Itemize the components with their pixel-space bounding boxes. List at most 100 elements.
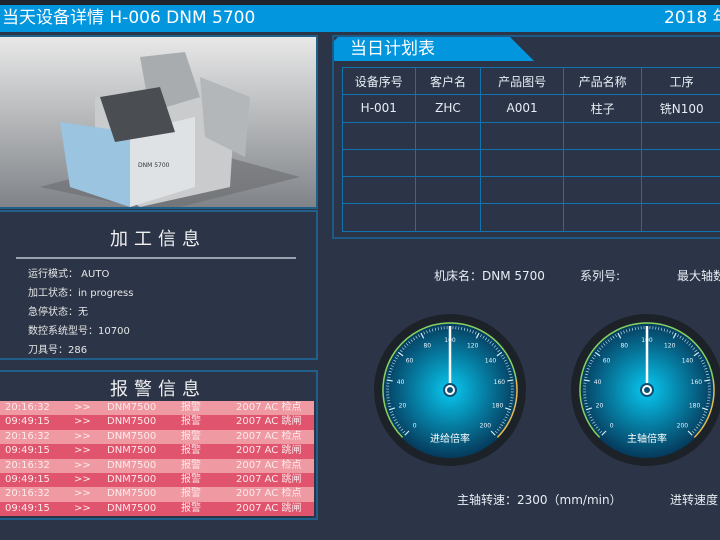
table-cell bbox=[562, 148, 643, 178]
gauge-tick bbox=[388, 370, 392, 373]
info-item: 刀具号：286 bbox=[28, 341, 316, 360]
gauge-tick bbox=[423, 331, 426, 335]
table-cell bbox=[480, 203, 564, 232]
gauge-tick bbox=[583, 400, 587, 402]
gauge-tick bbox=[587, 365, 591, 367]
gauge-tick bbox=[490, 430, 496, 436]
gauge-tick bbox=[466, 328, 469, 332]
gauge-tick-label: 160 bbox=[691, 379, 703, 386]
gauge-tick bbox=[589, 416, 593, 419]
gauge-tick bbox=[482, 335, 485, 339]
gauge-tick-label: 200 bbox=[677, 422, 689, 429]
gauge-tick-label: 140 bbox=[485, 358, 497, 365]
alarm-row[interactable]: 20:16:32 >> DNM7500 报警 2007 AC 检点 bbox=[0, 458, 314, 473]
gauge-tick bbox=[398, 426, 402, 429]
gauge-tick bbox=[437, 327, 439, 331]
alarm-machine: DNM7500 bbox=[107, 502, 157, 514]
alarm-type: 报警 bbox=[181, 416, 201, 428]
gauge-tick bbox=[388, 407, 396, 411]
table-cell bbox=[342, 203, 416, 232]
alarm-row[interactable]: 09:49:15 >> DNM7500 报警 2007 AC 跳闸 bbox=[0, 415, 314, 430]
gauge-tick bbox=[669, 330, 671, 334]
gauge-tick bbox=[595, 426, 599, 429]
daily-plan-panel: 当日计划表 设备序号 客户名 产品图号 产品名称 工序 H-001 ZHC A001 柱子 铣N1… bbox=[332, 35, 720, 239]
gauge-tick bbox=[391, 362, 395, 365]
gauge-tick bbox=[495, 347, 499, 350]
gauge-tick bbox=[585, 370, 589, 373]
alarm-machine: DNM7500 bbox=[107, 430, 157, 442]
alarm-arrow: >> bbox=[74, 445, 91, 457]
alarm-row[interactable]: 09:49:15 >> DNM7500 报警 2007 AC 跳闸 bbox=[0, 501, 314, 517]
gauge-tick-label: 20 bbox=[399, 402, 407, 409]
table-row[interactable]: H-001 ZHC A001 柱子 铣N100 bbox=[342, 94, 720, 123]
gauge-tick bbox=[601, 430, 607, 436]
gauge-tick-label: 140 bbox=[682, 358, 694, 365]
alarm-detail: 2007 AC 检点 bbox=[236, 488, 302, 500]
table-header-row: 设备序号 客户名 产品图号 产品名称 工序 bbox=[342, 66, 720, 96]
gauge-tick bbox=[487, 339, 490, 342]
alarm-row[interactable]: 20:16:32 >> DNM7500 报警 2007 AC 检点 bbox=[0, 401, 314, 416]
gauge-tick bbox=[509, 376, 513, 378]
column-header: 工序 bbox=[641, 66, 720, 96]
gauge-tick bbox=[584, 373, 588, 376]
gauge-tick bbox=[592, 421, 596, 424]
alarm-row[interactable]: 20:16:32 >> DNM7500 报警 2007 AC 检点 bbox=[0, 429, 314, 445]
alarm-row[interactable]: 20:16:32 >> DNM7500 报警 2007 AC 检点 bbox=[0, 487, 314, 502]
gauge-tick bbox=[474, 331, 477, 335]
gauge-tick bbox=[503, 359, 507, 362]
info-value: 无 bbox=[78, 307, 88, 318]
daily-plan-title: 当日计划表 bbox=[334, 37, 534, 61]
table-row[interactable] bbox=[342, 176, 720, 205]
alarm-row[interactable]: 09:49:15 >> DNM7500 报警 2007 AC 跳闸 bbox=[0, 472, 314, 488]
gauge-tick bbox=[401, 347, 405, 350]
table-cell: 柱子 bbox=[562, 94, 643, 123]
gauge-tick bbox=[504, 407, 512, 411]
gauge-tick bbox=[699, 357, 703, 360]
alarm-type: 报警 bbox=[181, 445, 201, 457]
gauge-tick bbox=[496, 428, 500, 432]
table-cell bbox=[641, 148, 720, 178]
gauge-tick bbox=[587, 411, 591, 413]
gauge-tick bbox=[387, 376, 391, 378]
gauge-label: 主轴倍率 bbox=[627, 432, 667, 445]
alarm-time: 20:16:32 bbox=[5, 402, 50, 413]
alarm-arrow: >> bbox=[74, 416, 91, 428]
plan-table: 设备序号 客户名 产品图号 产品名称 工序 H-001 ZHC A001 柱子 铣N100 bbox=[342, 66, 720, 232]
gauge-tick-label: 60 bbox=[603, 358, 611, 365]
table-row[interactable] bbox=[342, 148, 720, 178]
alarm-detail: 2007 AC 跳闸 bbox=[236, 473, 302, 485]
gauge-tick bbox=[706, 376, 710, 378]
alarm-row[interactable]: 09:49:15 >> DNM7500 报警 2007 AC 跳闸 bbox=[0, 444, 314, 459]
gauge-tick bbox=[491, 343, 495, 346]
gauge-tick bbox=[405, 343, 409, 346]
gauge-tick bbox=[388, 405, 392, 408]
info-label: 数控系统型号： bbox=[28, 326, 98, 337]
info-item: 数控系统型号：10700 bbox=[28, 322, 316, 341]
gauge-tick bbox=[679, 335, 682, 339]
table-row[interactable] bbox=[342, 121, 720, 150]
gauge-tick-label: 80 bbox=[423, 342, 431, 349]
gauge-arc bbox=[579, 322, 714, 438]
gauge-tick bbox=[400, 428, 404, 432]
processing-info-title: 加工信息 bbox=[110, 229, 206, 250]
table-cell bbox=[641, 121, 720, 150]
gauge-tick bbox=[402, 430, 406, 434]
gauge-tick bbox=[599, 430, 603, 434]
column-header: 产品名称 bbox=[562, 66, 643, 96]
gauge-tick bbox=[415, 335, 418, 339]
alarm-arrow: >> bbox=[74, 459, 91, 471]
gauge-tick-label: 200 bbox=[480, 422, 492, 429]
gauge-tick bbox=[586, 368, 590, 370]
gauge: 020406080100120140160180200主轴倍率 bbox=[571, 314, 720, 466]
alarm-time: 09:49:15 bbox=[5, 502, 50, 514]
gauge-tick bbox=[706, 403, 710, 405]
info-label: 急停状态： bbox=[28, 307, 78, 318]
alarm-time: 20:16:32 bbox=[5, 488, 50, 500]
gauge-tick bbox=[660, 327, 663, 331]
alarm-type: 报警 bbox=[181, 488, 201, 500]
alarm-list: 20:16:32 >> DNM7500 报警 2007 AC 检点 09:49:15 >> D… bbox=[0, 401, 314, 517]
table-row[interactable] bbox=[342, 203, 720, 232]
gauge-tick bbox=[389, 368, 393, 370]
table-cell bbox=[480, 148, 564, 178]
alarm-type: 报警 bbox=[181, 459, 201, 471]
